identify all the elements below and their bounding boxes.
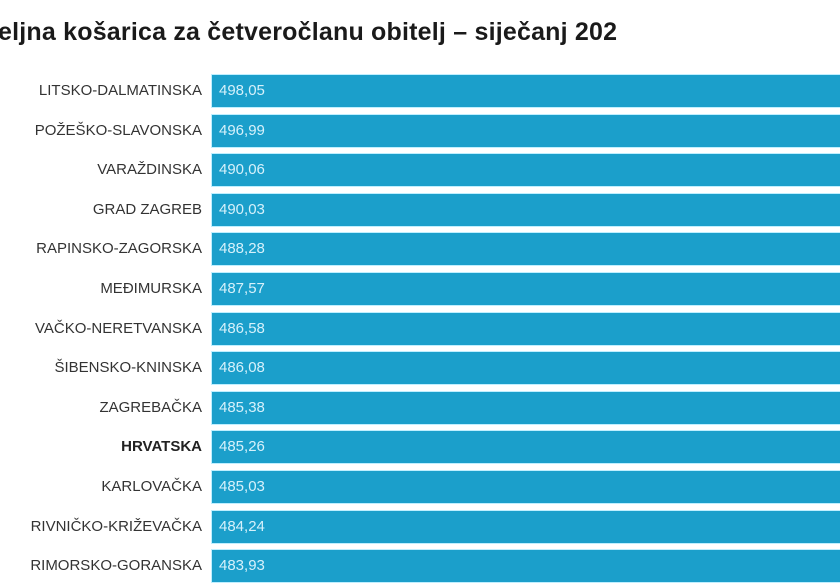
category-label: POŽEŠKO-SLAVONSKA xyxy=(34,121,202,139)
data-label: 486,58 xyxy=(219,319,265,337)
data-label: 484,24 xyxy=(219,517,265,535)
data-label: 496,99 xyxy=(219,121,265,139)
data-label: 485,03 xyxy=(219,478,265,495)
chart-title: eljna košarica za četveročlanu obitelj –… xyxy=(0,18,618,46)
category-label: MEĐIMURSKA xyxy=(100,280,202,297)
data-label: 485,38 xyxy=(219,398,265,416)
bar xyxy=(212,550,840,583)
data-label: 490,03 xyxy=(219,200,265,218)
data-label: 486,08 xyxy=(219,359,265,377)
bar xyxy=(212,154,840,187)
category-label: RIMORSKO-GORANSKA xyxy=(30,557,202,575)
data-label: 485,26 xyxy=(219,438,265,456)
category-label: ZAGREBAČKA xyxy=(99,398,202,416)
bar xyxy=(212,233,840,266)
data-label: 490,06 xyxy=(219,161,265,179)
bar xyxy=(212,193,840,226)
bar xyxy=(212,312,840,345)
bar xyxy=(212,352,840,385)
category-label: KARLOVAČKA xyxy=(101,478,202,495)
category-label: LITSKO-DALMATINSKA xyxy=(38,82,202,99)
bar xyxy=(212,114,840,147)
category-label: VARAŽDINSKA xyxy=(97,161,202,179)
category-label: HRVATSKA xyxy=(121,438,202,456)
bar xyxy=(212,75,840,107)
data-label: 483,93 xyxy=(219,557,265,575)
category-label: VAČKO-NERETVANSKA xyxy=(35,319,202,337)
category-label: RAPINSKO-ZAGORSKA xyxy=(36,240,202,258)
data-label: 498,05 xyxy=(219,82,265,99)
data-label: 487,57 xyxy=(219,280,265,297)
bar xyxy=(212,273,840,305)
data-label: 488,28 xyxy=(219,240,265,258)
bar xyxy=(212,510,840,543)
category-label: ŠIBENSKO-KNINSKA xyxy=(54,359,202,377)
bar xyxy=(212,391,840,424)
category-label: GRAD ZAGREB xyxy=(92,200,202,218)
category-label: RIVNIČKO-KRIŽEVAČKA xyxy=(30,517,202,535)
bar xyxy=(212,431,840,464)
bar xyxy=(212,471,840,503)
